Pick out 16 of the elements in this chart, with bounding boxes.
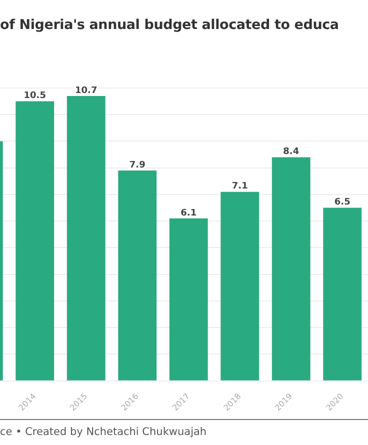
bar: [323, 208, 362, 380]
bar: [66, 96, 106, 380]
bar: [272, 157, 310, 380]
data-label: 6.1: [180, 208, 197, 218]
data-label: 8.4: [283, 147, 300, 158]
bar: [16, 101, 54, 380]
text: ce • Created by Nchetachi Chukwuajah: [0, 426, 207, 438]
data-label: 7.1: [232, 182, 248, 192]
data-label: 7.9: [129, 160, 146, 170]
data-label: 10.7: [75, 86, 98, 96]
bar: [118, 170, 157, 380]
chart-title: of Nigeria's annual budget allocated to educa: [0, 17, 339, 33]
bar: [169, 218, 208, 380]
data-label: 10.5: [24, 91, 46, 102]
data-label: 6.5: [334, 198, 350, 208]
bar: [220, 192, 260, 380]
